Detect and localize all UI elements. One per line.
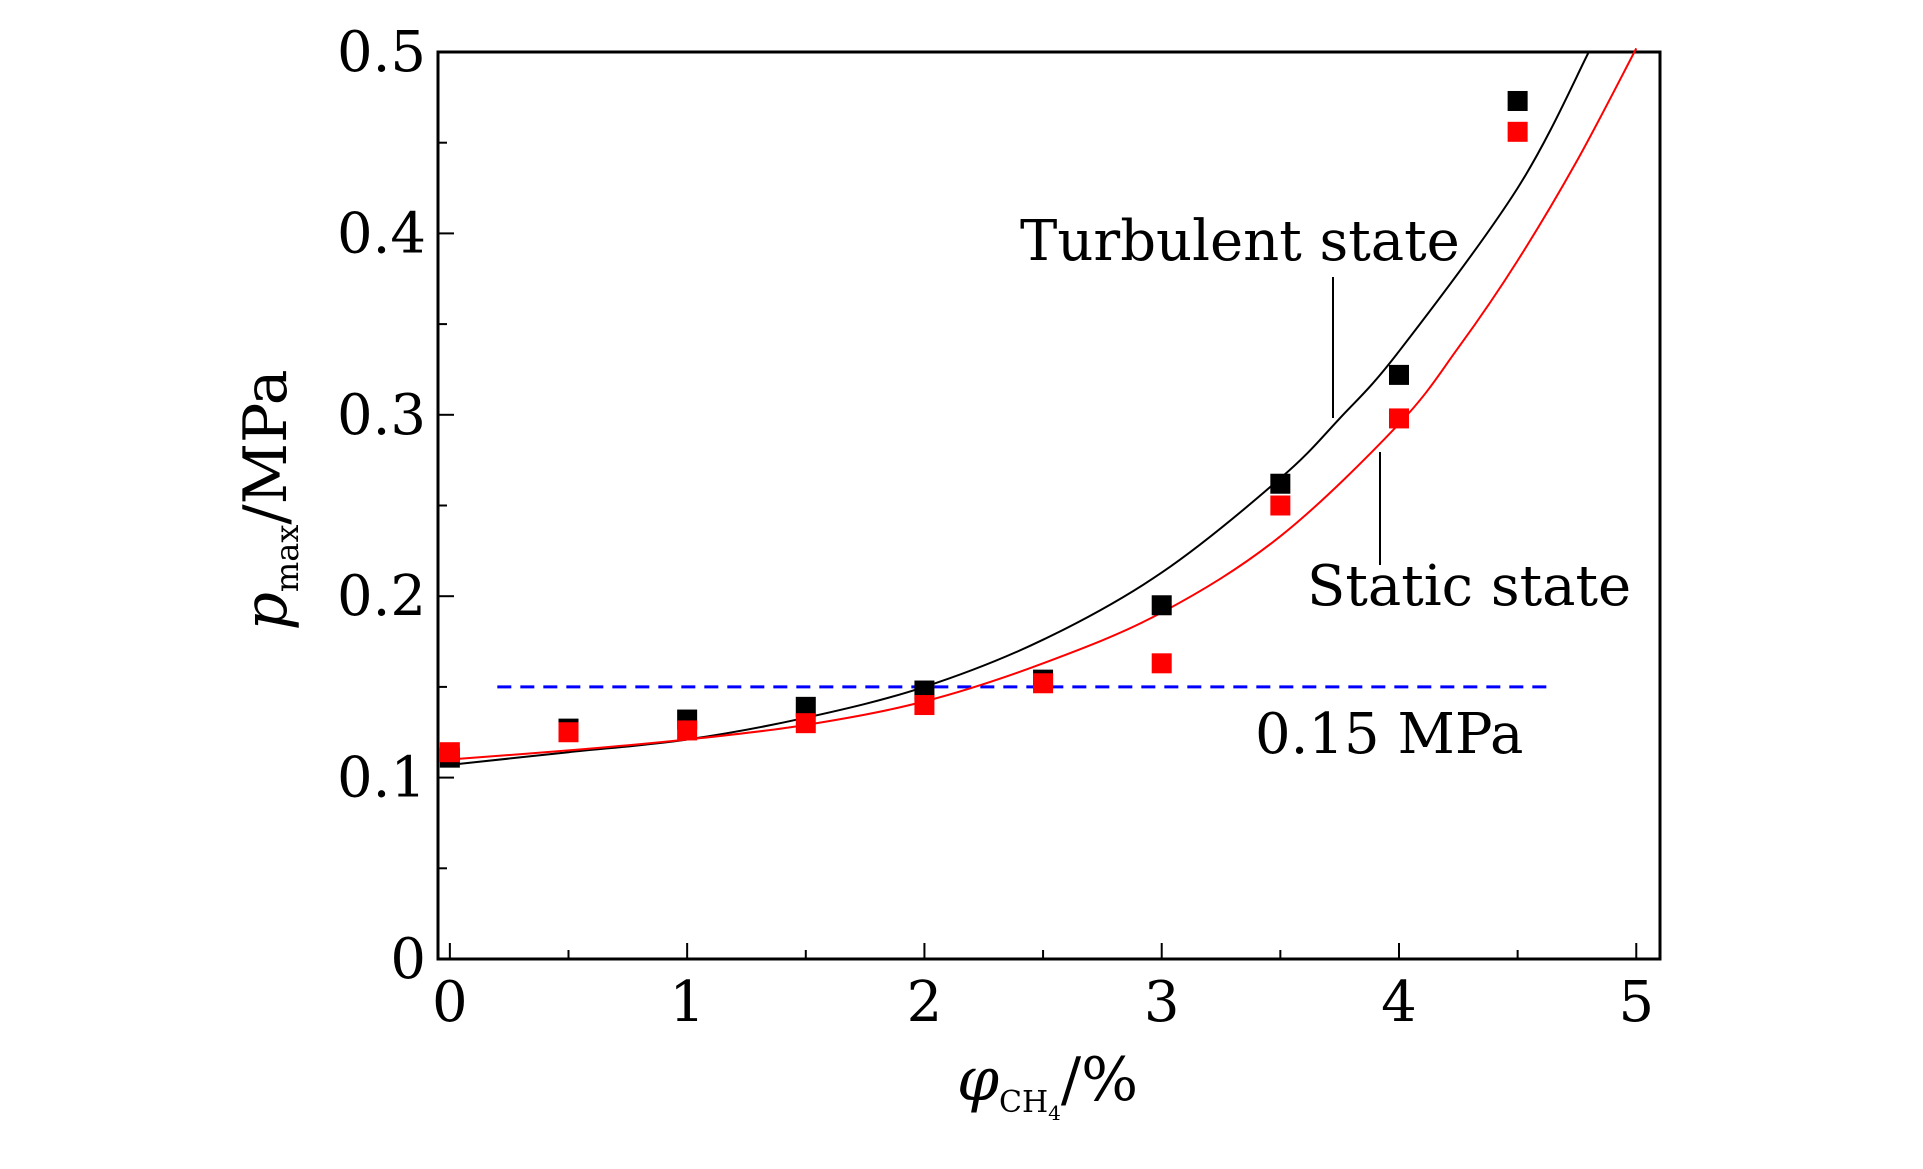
x-axis-label: φCH4/% bbox=[957, 1045, 1138, 1125]
y-axis-label: pmax/MPa bbox=[231, 370, 306, 631]
y-axis-symbol: p bbox=[231, 592, 301, 630]
data-point bbox=[1270, 495, 1291, 516]
x-tick-label: 4 bbox=[1381, 970, 1417, 1035]
y-tick-label: 0.3 bbox=[337, 383, 426, 448]
y-axis-unit: /MPa bbox=[231, 370, 301, 525]
plot-frame bbox=[436, 50, 1662, 961]
x-tick-label: 2 bbox=[907, 970, 943, 1035]
y-tick-label: 0 bbox=[390, 927, 426, 992]
fit-curve-turbulent bbox=[449, 51, 1590, 766]
data-point bbox=[795, 696, 816, 717]
data-point bbox=[914, 695, 935, 716]
y-tick-label: 0.2 bbox=[337, 564, 426, 629]
x-axis-subscript: CH bbox=[999, 1085, 1048, 1120]
x-axis-symbol: φ bbox=[957, 1045, 999, 1115]
x-tick-label: 1 bbox=[669, 970, 705, 1035]
data-point bbox=[1151, 595, 1172, 616]
data-point bbox=[439, 742, 460, 763]
data-point bbox=[1507, 90, 1528, 111]
y-tick-label: 0.5 bbox=[337, 20, 426, 85]
x-tick-label: 0 bbox=[432, 970, 468, 1035]
data-point bbox=[1151, 653, 1172, 674]
data-point bbox=[1507, 121, 1528, 142]
data-point bbox=[677, 720, 698, 741]
y-tick-label: 0.4 bbox=[337, 201, 426, 266]
x-axis-subscript-sub: 4 bbox=[1048, 1101, 1061, 1125]
series-static-points bbox=[439, 121, 1528, 763]
data-point bbox=[1033, 673, 1054, 694]
x-tick-label: 5 bbox=[1618, 970, 1654, 1035]
y-axis-ticks: 0 0.1 0.2 0.3 0.4 0.5 bbox=[337, 20, 454, 992]
data-point bbox=[1270, 473, 1291, 494]
annotation-static-state: Static state bbox=[1307, 554, 1631, 619]
data-point bbox=[1388, 364, 1409, 385]
x-axis-unit: /% bbox=[1061, 1045, 1138, 1115]
reference-line-label: 0.15 MPa bbox=[1255, 702, 1523, 767]
data-point bbox=[795, 713, 816, 734]
x-axis-ticks: 0 1 2 3 4 5 bbox=[432, 943, 1654, 1035]
x-tick-label: 3 bbox=[1144, 970, 1180, 1035]
data-point bbox=[558, 722, 579, 743]
y-tick-label: 0.1 bbox=[337, 746, 426, 811]
fit-curve-static bbox=[449, 47, 1638, 761]
y-axis-subscript: max bbox=[268, 525, 306, 592]
annotation-turbulent-state: Turbulent state bbox=[1020, 209, 1460, 274]
data-point bbox=[1388, 408, 1409, 429]
